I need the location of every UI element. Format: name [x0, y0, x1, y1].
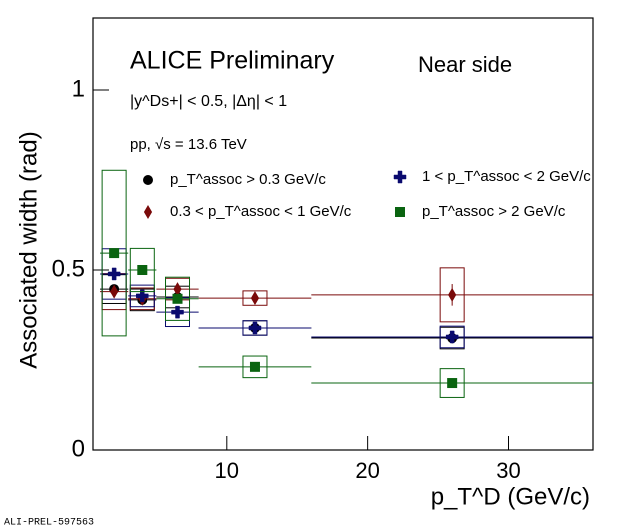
x-axis-label: p_T^D (GeV/c) — [431, 483, 590, 510]
data-point — [136, 289, 149, 303]
legend-marker — [143, 205, 153, 219]
y-axis-label: Associated width (rad) — [15, 131, 42, 368]
annotation: pp, √s = 13.6 TeV — [130, 136, 247, 153]
legend-label: 1 < p_T^assoc < 2 GeV/c — [422, 168, 591, 185]
legend-marker — [393, 170, 407, 184]
legend-label: p_T^assoc > 0.3 GeV/c — [170, 171, 326, 188]
y-tick-label: 0.5 — [52, 255, 85, 282]
data-point — [137, 265, 148, 275]
y-tick-label: 0 — [72, 435, 85, 462]
data-point — [447, 378, 458, 389]
data-point — [110, 284, 119, 299]
legend-marker — [143, 175, 153, 185]
x-tick-label: 30 — [496, 458, 520, 483]
data-point — [448, 287, 457, 302]
data-point — [248, 321, 262, 335]
data-point — [445, 330, 459, 344]
y-tick-label: 1 — [72, 75, 85, 102]
chart-title: ALICE Preliminary — [130, 47, 335, 75]
data-point — [172, 293, 183, 304]
legend-label: 0.3 < p_T^assoc < 1 GeV/c — [170, 203, 352, 220]
legend-label: p_T^assoc > 2 GeV/c — [422, 203, 566, 220]
data-point — [109, 248, 120, 259]
footer: ALI-PREL-597563 — [4, 518, 94, 529]
data-point — [171, 305, 184, 319]
annotation: |y^Ds+| < 0.5, |Δη| < 1 — [130, 93, 287, 110]
x-tick-label: 10 — [215, 458, 239, 483]
data-point — [250, 291, 260, 306]
x-tick-label: 20 — [355, 458, 379, 483]
annotation: Near side — [418, 52, 512, 77]
data-point — [249, 361, 260, 372]
data-point — [107, 267, 121, 281]
plot-frame — [92, 17, 594, 451]
legend-marker — [395, 207, 405, 217]
